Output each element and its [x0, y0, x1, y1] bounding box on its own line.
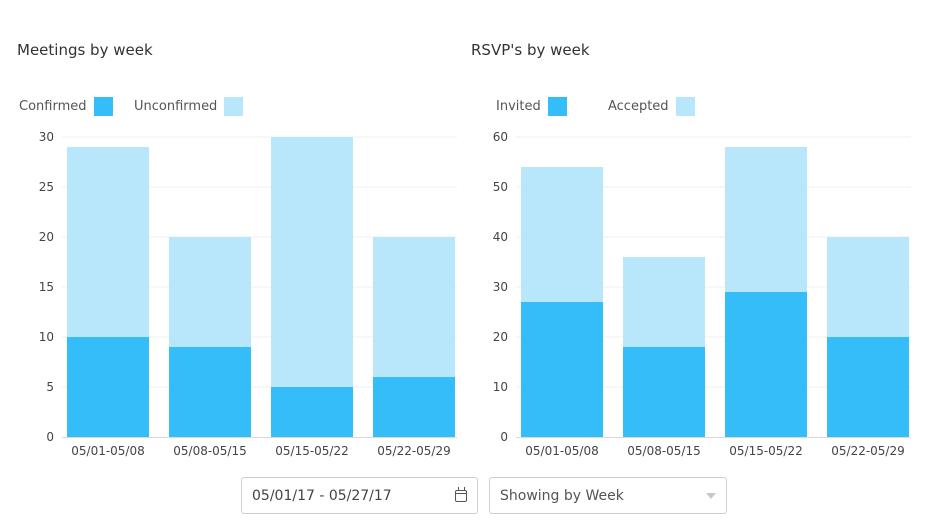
- bar-0-1-confirmed: [169, 347, 251, 437]
- calendar-icon[interactable]: [455, 486, 467, 502]
- bar-1-3-invited: [827, 337, 909, 437]
- y-tick-label-0-2: 10: [39, 330, 54, 344]
- legend-label-invited: Invited: [496, 99, 541, 114]
- chevron-down-icon: [706, 492, 716, 499]
- y-tick-label-0-0: 0: [46, 430, 54, 444]
- bar-0-0-confirmed: [67, 337, 149, 437]
- bar-1-2-invited: [725, 292, 807, 437]
- y-tick-label-1-4: 40: [493, 230, 508, 244]
- legend-label-confirmed: Confirmed: [19, 99, 87, 114]
- x-tick-label-1-0: 05/01-05/08: [525, 444, 599, 458]
- legend-swatch-invited: [547, 97, 567, 116]
- x-tick-label-0-3: 05/22-05/29: [377, 444, 451, 458]
- x-tick-label-1-2: 05/15-05/22: [729, 444, 803, 458]
- bar-0-2-confirmed: [271, 387, 353, 437]
- bar-0-3-confirmed: [373, 377, 455, 437]
- legend-item-confirmed: Confirmed: [19, 97, 113, 116]
- y-tick-label-1-6: 60: [493, 130, 508, 144]
- chart-title-rsvps: RSVP's by week: [471, 41, 590, 59]
- date-range-value: 05/01/17 - 05/27/17: [252, 487, 392, 504]
- chart-title-meetings: Meetings by week: [17, 41, 153, 59]
- legend-swatch-accepted: [675, 97, 695, 116]
- bar-0-2-unconfirmed: [271, 137, 353, 387]
- legend-item-unconfirmed: Unconfirmed: [134, 97, 244, 116]
- legend-swatch-unconfirmed: [224, 97, 244, 116]
- y-tick-label-1-1: 10: [493, 380, 508, 394]
- bar-0-3-unconfirmed: [373, 237, 455, 377]
- x-tick-label-1-1: 05/08-05/15: [627, 444, 701, 458]
- legend-swatch-confirmed: [93, 97, 113, 116]
- x-tick-label-0-2: 05/15-05/22: [275, 444, 349, 458]
- y-tick-label-0-1: 5: [46, 380, 54, 394]
- bar-1-1-invited: [623, 347, 705, 437]
- legend-label-unconfirmed: Unconfirmed: [134, 99, 218, 114]
- view-select-value: Showing by Week: [500, 487, 624, 504]
- bar-1-3-accepted: [827, 237, 909, 337]
- bar-1-2-accepted: [725, 147, 807, 292]
- x-tick-label-0-1: 05/08-05/15: [173, 444, 247, 458]
- y-tick-label-1-3: 30: [493, 280, 508, 294]
- y-tick-label-0-4: 20: [39, 230, 54, 244]
- y-tick-label-1-2: 20: [493, 330, 508, 344]
- y-tick-label-0-5: 25: [39, 180, 54, 194]
- y-tick-label-0-3: 15: [39, 280, 54, 294]
- legend-label-accepted: Accepted: [608, 99, 669, 114]
- date-range-picker[interactable]: 05/01/17 - 05/27/17: [241, 477, 478, 514]
- bar-1-1-accepted: [623, 257, 705, 347]
- y-tick-label-1-5: 50: [493, 180, 508, 194]
- bar-0-0-unconfirmed: [67, 147, 149, 337]
- x-tick-label-0-0: 05/01-05/08: [71, 444, 145, 458]
- y-tick-label-0-6: 30: [39, 130, 54, 144]
- view-select-dropdown[interactable]: Showing by Week: [489, 477, 727, 514]
- legend-item-accepted: Accepted: [608, 97, 695, 116]
- x-tick-label-1-3: 05/22-05/29: [831, 444, 905, 458]
- legend-item-invited: Invited: [496, 97, 567, 116]
- bar-1-0-invited: [521, 302, 603, 437]
- bar-0-1-unconfirmed: [169, 237, 251, 347]
- y-tick-label-1-0: 0: [500, 430, 508, 444]
- bar-1-0-accepted: [521, 167, 603, 302]
